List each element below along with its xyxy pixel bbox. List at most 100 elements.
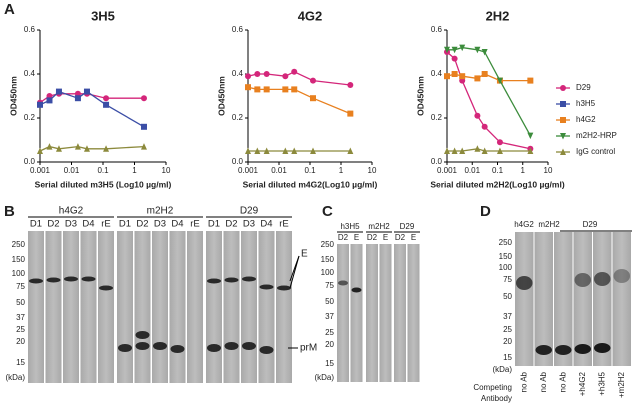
- blot-strip: [80, 231, 97, 383]
- marker: [347, 110, 354, 117]
- x-tick-label: 10: [162, 166, 171, 175]
- lane-label: D4: [260, 219, 272, 230]
- x-tick-label: 0.001: [437, 166, 458, 175]
- mw-unit: (kDa): [314, 373, 334, 382]
- marker: [560, 133, 566, 140]
- marker: [55, 145, 62, 152]
- marker: [282, 147, 289, 154]
- marker: [444, 46, 450, 54]
- mw-label: 25: [503, 325, 512, 334]
- x-axis-label: Serial diluted m3H5 (Log10 µg/ml): [35, 179, 172, 189]
- mw-label: 50: [325, 297, 334, 306]
- mw-label: 20: [503, 337, 512, 346]
- blot-band: [594, 343, 611, 353]
- marker: [527, 77, 534, 84]
- mw-label: 150: [499, 252, 513, 261]
- antibody-label: +h4G2: [578, 371, 587, 396]
- mw-label: 25: [16, 325, 25, 334]
- antibody-label: no Ab: [539, 371, 548, 392]
- x-tick-label: 0.1: [304, 166, 316, 175]
- blot-band: [81, 276, 96, 282]
- marker: [560, 148, 566, 155]
- blot-strip: [134, 231, 151, 383]
- series-line: [446, 51, 531, 150]
- lane-label: D3: [154, 219, 166, 230]
- y-tick-label: 0.0: [232, 157, 244, 166]
- blot-band: [99, 285, 113, 291]
- series-line: [247, 86, 351, 115]
- marker: [103, 101, 110, 108]
- x-axis-label: Serial diluted m4G2(Log10 µg/ml): [243, 179, 378, 189]
- blot-band: [574, 344, 591, 354]
- y-axis-label: OD450nm: [8, 76, 18, 116]
- marker: [451, 147, 458, 154]
- blot-band: [135, 342, 150, 350]
- marker: [46, 97, 53, 104]
- band-label: E: [301, 249, 308, 260]
- marker: [527, 132, 534, 140]
- y-tick-label: 0.6: [232, 25, 244, 34]
- chart-title: 2H2: [486, 8, 510, 23]
- x-tick-label: 0.01: [64, 166, 80, 175]
- blot-band: [118, 344, 132, 352]
- x-tick-label: 0.001: [30, 166, 51, 175]
- marker: [83, 145, 90, 152]
- blot-strip: [612, 232, 631, 366]
- group-label: D29: [240, 206, 259, 217]
- blot-strip: [187, 231, 203, 383]
- group-label: m2H2: [368, 222, 390, 231]
- x-tick-label: 0.1: [492, 166, 504, 175]
- blot-band: [207, 278, 221, 284]
- marker: [474, 112, 481, 119]
- marker: [481, 123, 488, 130]
- blot-band: [46, 277, 61, 283]
- x-tick-label: 10: [544, 166, 553, 175]
- panel-label: A: [4, 1, 15, 18]
- blot-strip: [554, 232, 573, 366]
- mw-label: 250: [321, 240, 335, 249]
- blot-band: [153, 342, 167, 350]
- marker: [474, 75, 481, 82]
- lane-label: rE: [101, 219, 111, 230]
- marker: [496, 147, 503, 154]
- group-label: h4G2: [59, 206, 84, 217]
- mw-label: 37: [325, 312, 334, 321]
- blot-strip: [206, 231, 222, 383]
- blot-strip: [276, 231, 292, 383]
- mw-label: 15: [503, 353, 512, 362]
- marker: [496, 77, 503, 85]
- panel-label: D: [480, 203, 491, 220]
- marker: [140, 95, 147, 102]
- mw-label: 15: [16, 358, 25, 367]
- chart-title: 4G2: [298, 8, 323, 23]
- y-tick-label: 0.4: [24, 69, 36, 78]
- group-label: h3H5: [340, 222, 360, 231]
- group-label: m2H2: [538, 220, 560, 229]
- legend-label: IgG control: [576, 147, 615, 156]
- marker: [291, 68, 298, 75]
- mw-label: 75: [325, 281, 334, 290]
- mw-label: 75: [16, 282, 25, 291]
- lane-label: D3: [243, 219, 255, 230]
- y-axis-label: OD450nm: [415, 76, 425, 116]
- x-tick-label: 1: [132, 166, 137, 175]
- series-line: [39, 145, 145, 152]
- marker: [459, 44, 466, 52]
- x-tick-label: 0.01: [464, 166, 480, 175]
- marker: [83, 88, 90, 95]
- marker: [474, 145, 481, 152]
- marker: [527, 147, 534, 154]
- marker: [451, 71, 458, 77]
- marker: [474, 46, 481, 54]
- blot-strip: [98, 231, 114, 383]
- marker: [560, 117, 566, 123]
- mw-unit: (kDa): [492, 365, 512, 374]
- antibody-label: +m2H2: [617, 371, 626, 398]
- blot-band: [535, 345, 552, 355]
- marker: [347, 82, 354, 88]
- mw-label: 100: [12, 269, 26, 278]
- marker: [560, 101, 566, 107]
- blot-band: [574, 273, 591, 287]
- mw-unit: (kDa): [5, 373, 25, 382]
